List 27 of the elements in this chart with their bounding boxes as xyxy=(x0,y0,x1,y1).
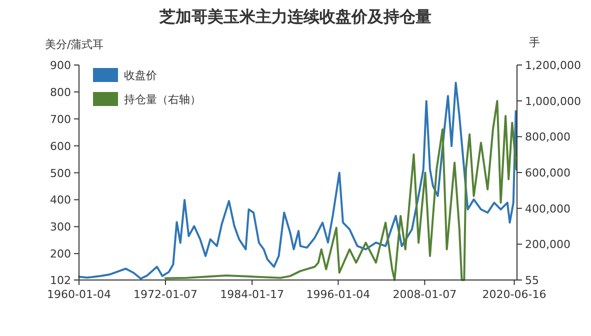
legend-label: 收盘价 xyxy=(124,69,157,82)
y-tick-label: 300 xyxy=(50,220,71,234)
y-tick-label: 900 xyxy=(50,59,71,72)
y-axis-title: 美分/蒲式耳 xyxy=(45,38,104,51)
y2-tick-label: 1,200,000 xyxy=(525,59,581,72)
chart-title: 芝加哥美玉米主力连续收盘价及持仓量 xyxy=(158,7,432,26)
y2-tick-label: 200,000 xyxy=(525,238,570,252)
y2-tick-label: 400,000 xyxy=(525,202,570,216)
y2-axis-title: 手 xyxy=(529,36,540,49)
y2-tick-label: 55 xyxy=(525,274,539,287)
y2-tick-label: 1,000,000 xyxy=(525,94,581,108)
y-tick-label: 500 xyxy=(50,166,71,180)
legend-label: 持仓量（右轴） xyxy=(124,93,201,106)
y-tick-label: 700 xyxy=(50,112,71,126)
y-tick-label: 800 xyxy=(50,86,71,99)
x-tick-label: 2008-01-07 xyxy=(392,288,457,301)
y-tick-label: 200 xyxy=(50,248,71,261)
x-tick-label: 2020-06-16 xyxy=(482,288,546,301)
x-tick-label: 1984-01-17 xyxy=(220,288,284,301)
x-tick-label: 1972-01-07 xyxy=(134,288,198,301)
y-tick-label: 400 xyxy=(50,194,71,207)
y-tick-label: 102 xyxy=(50,274,71,287)
y-tick-label: 600 xyxy=(50,140,71,153)
y2-tick-label: 800,000 xyxy=(525,130,570,144)
x-tick-label: 1996-01-04 xyxy=(306,288,370,301)
x-tick-label: 1960-01-04 xyxy=(47,288,111,301)
y2-tick-label: 600,000 xyxy=(525,166,570,180)
